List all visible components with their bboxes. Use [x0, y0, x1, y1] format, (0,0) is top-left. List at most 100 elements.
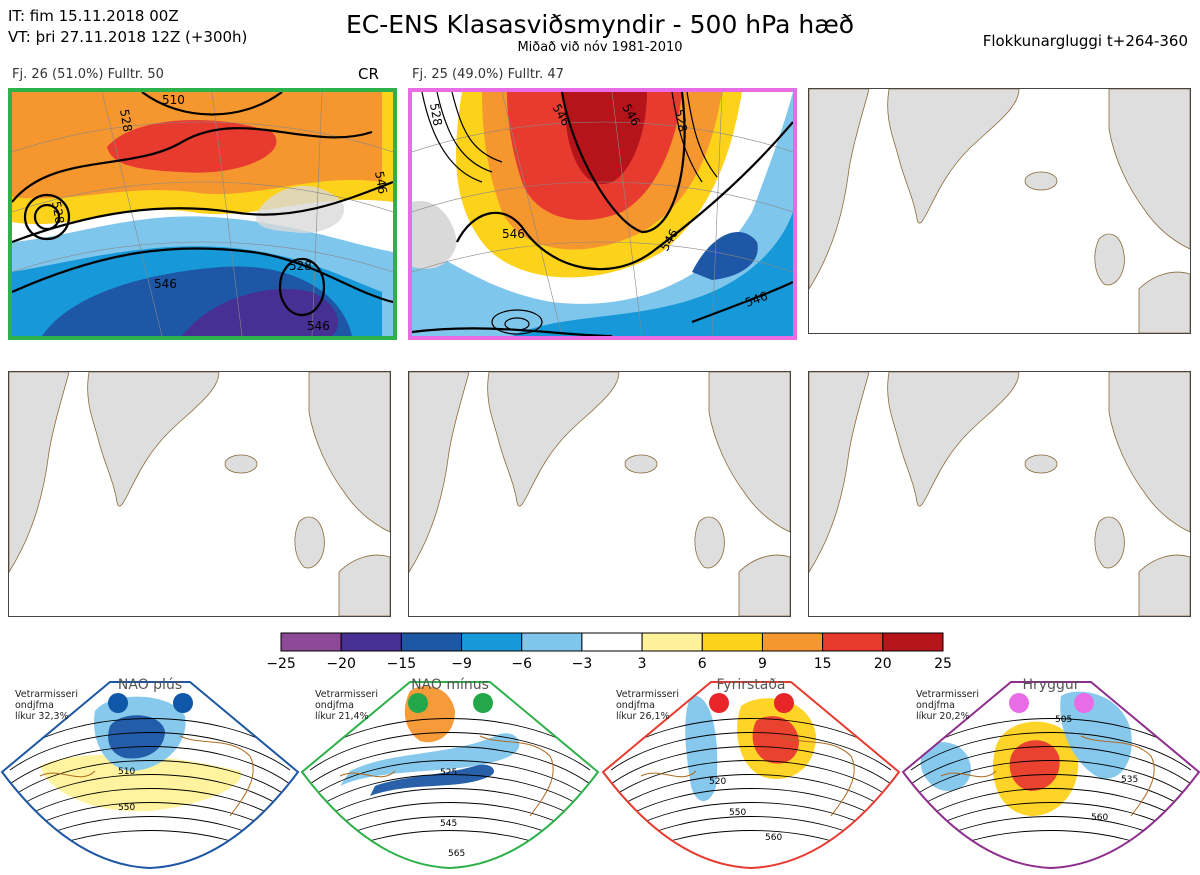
regime-contour-label: 545: [440, 819, 457, 829]
regime-marker-dot: [1009, 693, 1029, 713]
regime-name: NAO mínus: [411, 677, 489, 693]
europe: [1138, 271, 1190, 333]
colorbar-swatch: [340, 632, 402, 652]
regime-note-line: Vetrarmisseri: [616, 689, 679, 700]
empty-map-panel: [8, 371, 391, 617]
colorbar-tick-label: −15: [386, 656, 417, 672]
regime-4-map: 505 535 560: [901, 676, 1200, 871]
colorbar-swatch: [701, 632, 763, 652]
regime-contour-label: 505: [1055, 715, 1072, 725]
colorbar-tick-label: −25: [266, 656, 296, 672]
regime-probability-note: Vetrarmisseri ondjfma líkur 26,1%: [616, 689, 679, 722]
regime-note-line: ondjfma: [916, 700, 955, 711]
anomaly-neg-9: [692, 232, 758, 280]
contour-label: 546: [502, 227, 525, 241]
regime-contour-label: 520: [709, 777, 726, 787]
colorbar-swatch: [641, 632, 703, 652]
contour-label: 528: [49, 200, 67, 225]
greenland: [487, 372, 620, 507]
cluster-2-map: 528 546 546 546 546 546 528: [408, 88, 797, 340]
regime-marker-dot: [709, 693, 729, 713]
regime-note-line: Vetrarmisseri: [916, 689, 979, 700]
regime-marker-dot: [473, 693, 493, 713]
colorbar-swatch: [280, 632, 342, 652]
contour-label: 546: [372, 170, 390, 195]
contour-labels: 528 510 528 546 546 528 546: [49, 93, 390, 333]
contour-label: 528: [427, 102, 445, 127]
canada: [809, 89, 870, 290]
regime-name: Fyrirstaða: [716, 677, 786, 693]
british-isles: [1094, 233, 1125, 286]
british-isles: [294, 516, 325, 569]
colorbar-swatch: [822, 632, 884, 652]
regime-contour-label: 560: [1091, 813, 1108, 823]
regime-marker-dot: [774, 693, 794, 713]
regime-probability-note: Vetrarmisseri ondjfma líkur 32,3%: [15, 689, 78, 722]
anomaly-neg-6: [512, 212, 793, 336]
regime-note-line: ondjfma: [15, 700, 54, 711]
regime-marker-dot: [108, 693, 128, 713]
colorbar-tick-label: −3: [571, 656, 593, 672]
regime-name: Hryggur: [1022, 677, 1080, 693]
regime-contour-label: 535: [1121, 775, 1138, 785]
regime-marker-dot: [173, 693, 193, 713]
regime-note-line: Vetrarmisseri: [315, 689, 378, 700]
page-subtitle: Miðað við nóv 1981-2010: [517, 40, 683, 55]
iceland: [624, 454, 658, 474]
anomaly-colorbar: [280, 632, 944, 652]
iceland: [224, 454, 258, 474]
colorbar-tick-label: 6: [697, 656, 707, 672]
regime-note-line: ondjfma: [616, 700, 655, 711]
cluster-1-field: 528 510 528 546 546 528 546: [12, 92, 393, 336]
page-title: EC-ENS Klasasviðsmyndir - 500 hPa hæð: [345, 10, 855, 39]
regime-note-line: ondjfma: [315, 700, 354, 711]
height-contours-thin: [421, 92, 718, 335]
regime-contour-label: 565: [448, 849, 465, 859]
regime-note-line: líkur 20,2%: [916, 711, 970, 722]
colorbar-swatch: [761, 632, 824, 652]
anomaly-neg-15: [182, 288, 338, 336]
canada: [409, 372, 470, 573]
colorbar-swatch: [882, 632, 944, 652]
europe: [738, 554, 790, 616]
regime-note-line: líkur 32,3%: [15, 711, 69, 722]
canada: [9, 372, 70, 573]
contour-label: 510: [162, 93, 185, 107]
british-isles: [1094, 516, 1125, 569]
colorbar-tick-label: 15: [813, 656, 832, 672]
height-contours: [12, 92, 393, 317]
greenland: [887, 372, 1020, 507]
europe: [338, 554, 390, 616]
empty-map-panel: [808, 88, 1191, 334]
scandinavia: [308, 372, 390, 533]
colorbar-tick-label: 25: [934, 656, 952, 672]
init-time: IT: fim 15.11.2018 00Z: [8, 7, 179, 25]
anomaly-neg-3: [412, 92, 793, 336]
canada: [809, 372, 870, 573]
regime-contour-label: 560: [765, 833, 782, 843]
contour-label: 528: [672, 108, 690, 133]
regime-2-map: 525 545 565: [300, 676, 600, 871]
iceland: [1024, 171, 1058, 191]
regime-note-line: líkur 21,4%: [315, 711, 369, 722]
valid-time: VT: þri 27.11.2018 12Z (+300h): [8, 28, 248, 46]
header-times: IT: fim 15.11.2018 00Z VT: þri 27.11.201…: [8, 6, 247, 48]
regime-note-line: Vetrarmisseri: [15, 689, 78, 700]
contour-label: 528: [117, 108, 135, 133]
scandinavia: [708, 372, 790, 533]
classification-window: Flokkunargluggi t+264-360: [982, 32, 1188, 50]
cluster-2-label: Fj. 25 (49.0%) Fulltr. 47: [412, 67, 564, 82]
colorbar-tick-label: 20: [873, 656, 892, 672]
contour-label: 546: [154, 277, 177, 291]
cluster-2-field: 528 546 546 546 546 546 528: [412, 92, 793, 336]
iceland: [1024, 454, 1058, 474]
regime-probability-note: Vetrarmisseri ondjfma líkur 20,2%: [916, 689, 979, 722]
regime-note-line: líkur 26,1%: [616, 711, 670, 722]
base-map: [809, 372, 1190, 616]
scandinavia: [1108, 89, 1190, 250]
british-isles: [694, 516, 725, 569]
land-mass: [412, 201, 457, 269]
greenland: [87, 372, 220, 507]
empty-map-panel: [808, 371, 1191, 617]
contour-label: 528: [289, 259, 312, 273]
